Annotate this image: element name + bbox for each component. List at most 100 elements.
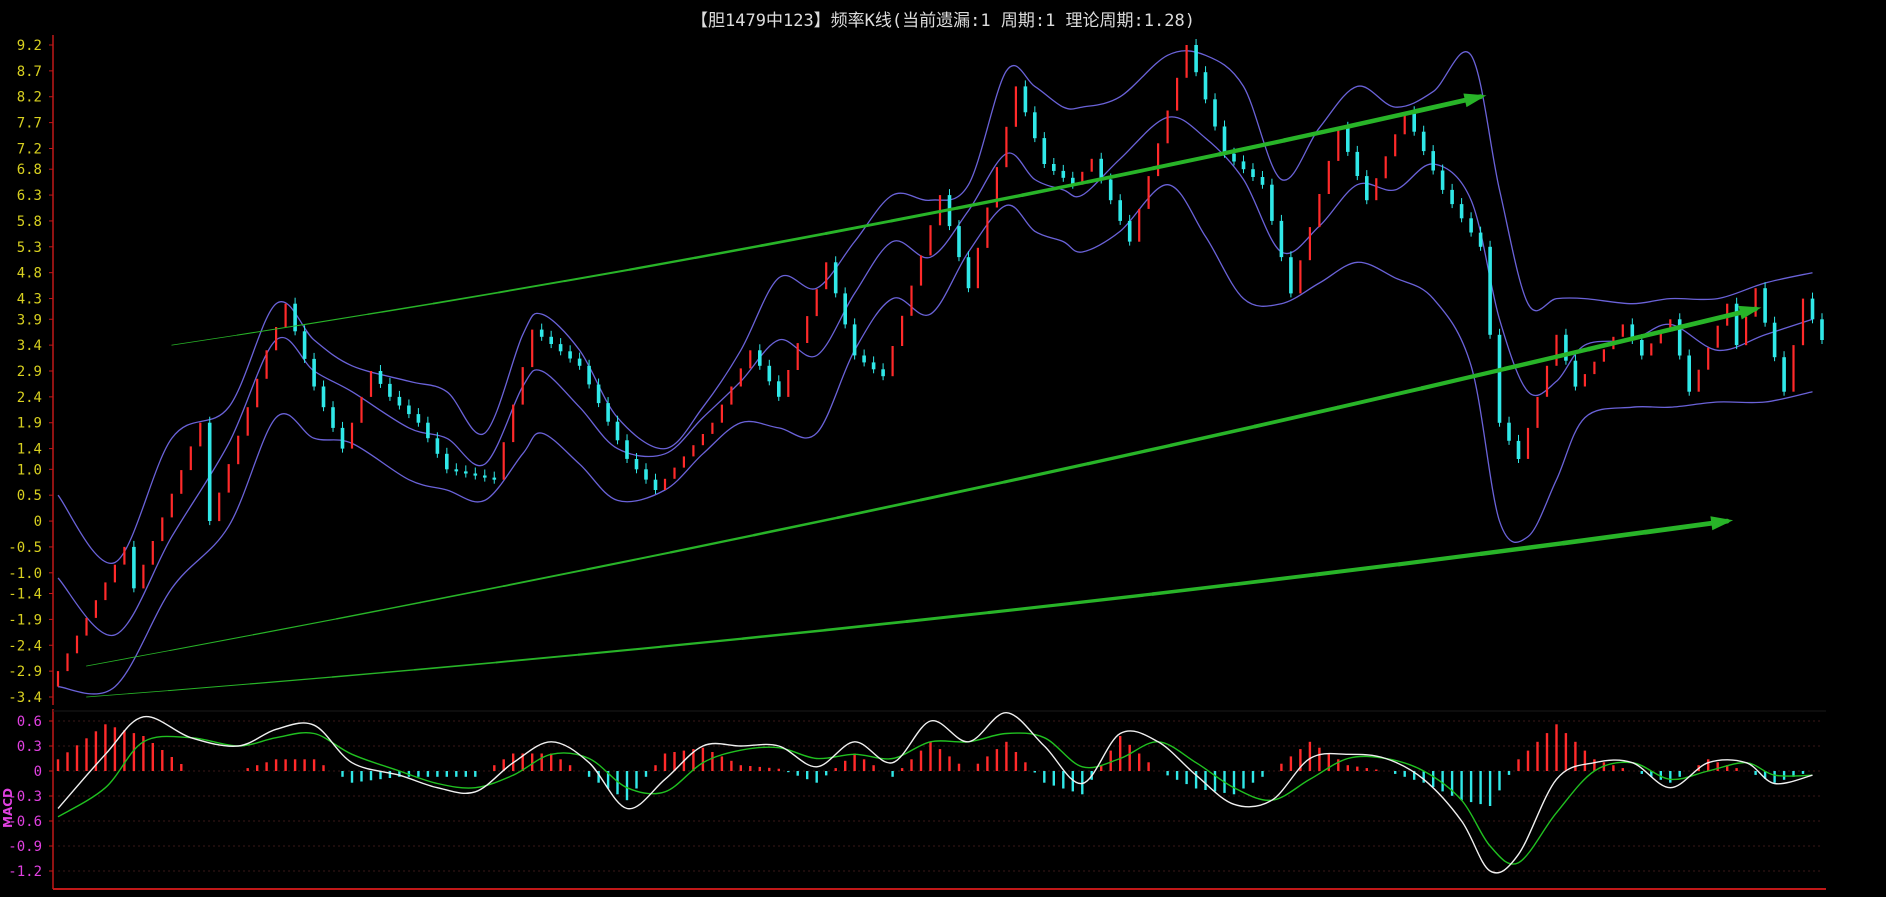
candle-up (1697, 369, 1700, 392)
candle-up (1090, 158, 1093, 172)
candle-up (350, 422, 354, 449)
trend-arrow-segment (1419, 366, 1508, 391)
main-tick-label: 6.8 (17, 162, 42, 178)
trend-arrow-segment (1282, 123, 1352, 143)
dea-line (57, 731, 1813, 865)
main-tick-label: -2.4 (8, 638, 42, 654)
trend-arrow-segment (752, 516, 839, 537)
candle-up (1593, 361, 1596, 375)
trend-arrow-segment (249, 676, 334, 685)
main-tick-label: 9.2 (17, 38, 42, 54)
main-tick-label: 2.4 (17, 390, 42, 406)
candle-up (1157, 143, 1160, 177)
trend-arrow-segment (905, 611, 991, 623)
candle-up (1014, 86, 1017, 127)
main-tick-label: 0.5 (17, 488, 42, 504)
macd-tick-label: -0.6 (8, 814, 42, 830)
main-tick-label: 3.4 (17, 338, 42, 354)
candle-up (891, 346, 894, 377)
main-tick-label: 4.3 (17, 292, 42, 308)
main-tick-label: 1.9 (17, 416, 42, 432)
candle-up (1669, 319, 1672, 332)
candle-up (360, 396, 363, 423)
trend-arrow-segment (741, 628, 827, 640)
candle-up (1650, 343, 1653, 356)
trend-arrow-segment (1586, 326, 1675, 352)
main-tick-label: 7.7 (17, 116, 42, 132)
candle-up (1583, 374, 1586, 387)
trend-arrow-segment (1069, 592, 1155, 606)
candle-up (151, 541, 154, 565)
candle-up (796, 343, 799, 370)
trend-arrow-segment (890, 206, 959, 223)
trend-arrow-segment (167, 683, 252, 692)
candle-up (1185, 45, 1188, 78)
trend-arrow-head (1463, 93, 1487, 108)
trend-arrow-segment (331, 669, 416, 678)
main-tick-label: 0 (34, 514, 42, 530)
candle-up (701, 434, 704, 446)
trend-arrow-segment (694, 244, 763, 260)
main-tick-label: -0.5 (8, 540, 42, 556)
candle-up (1147, 176, 1150, 209)
trend-arrow-segment (171, 334, 238, 346)
trend-arrow-head (1710, 516, 1734, 531)
trend-arrow-segment (1216, 138, 1287, 157)
candle-up (56, 671, 60, 687)
candle-up (1745, 316, 1748, 346)
trend-arrow-segment (1560, 529, 1648, 546)
main-tick-label: -1.4 (8, 587, 42, 603)
trend-arrow-segment (413, 661, 498, 671)
candle-up (1384, 156, 1387, 179)
chart-title: 【胆1479中123】频率K线(当前遗漏:1 周期:1 理论周期:1.28) (691, 11, 1195, 31)
trend-arrow-segment (1336, 386, 1424, 410)
candle-up (189, 446, 192, 471)
candle-up (113, 564, 116, 583)
candle-up (1308, 227, 1311, 261)
candle-up (815, 289, 818, 317)
candle-up (1299, 260, 1302, 294)
candle-up (180, 470, 183, 494)
candle-up (910, 285, 913, 316)
candle-up (265, 350, 268, 379)
candle-up (66, 653, 69, 672)
main-tick-label: 3.9 (17, 312, 42, 328)
main-tick-label: 2.9 (17, 364, 42, 380)
candle-up (246, 407, 249, 436)
trend-arrow-segment (1503, 346, 1591, 371)
candle-up (929, 225, 932, 256)
candle-up (986, 207, 989, 248)
candle-up (1716, 325, 1719, 348)
trend-arrow-segment (823, 620, 909, 632)
candle-up (692, 445, 695, 457)
candle-up (227, 464, 230, 493)
candle-up (512, 404, 515, 443)
candle-up (1602, 349, 1605, 362)
candle-up (1754, 288, 1757, 317)
candle-up (1318, 194, 1321, 228)
macd-histogram (56, 724, 1805, 806)
candle-up (199, 422, 202, 447)
tick-labels: 9.2 8.7 8.2 7.7 7.2 6.8 6.3 5.8 5.3 4.8 4.3 3.9 3.4 2… (1, 38, 53, 880)
trend-arrow-segment (1086, 166, 1156, 184)
trend-arrow-segment (1253, 405, 1341, 429)
candle-up (142, 564, 145, 589)
candle-up (919, 255, 923, 286)
trend-arrow-segment (1347, 109, 1418, 129)
trend-arrow-segment (419, 585, 505, 604)
trend-arrow-segment (1315, 562, 1401, 577)
trend-arrow-segment (86, 690, 169, 698)
candle-up (1555, 334, 1558, 366)
candle-up (502, 442, 505, 480)
trend-arrow-segment (1233, 572, 1319, 587)
band-lower-line (57, 184, 1813, 695)
candle-up (369, 371, 373, 397)
candle-up (531, 329, 534, 368)
trend-arrow-segment (252, 618, 338, 636)
trend-arrow-segment (759, 232, 828, 248)
candle-up (1337, 127, 1340, 161)
candle-up (1621, 324, 1624, 337)
candles (56, 39, 1824, 687)
main-tick-label: -1.0 (8, 566, 42, 582)
candle-up (1394, 134, 1397, 157)
